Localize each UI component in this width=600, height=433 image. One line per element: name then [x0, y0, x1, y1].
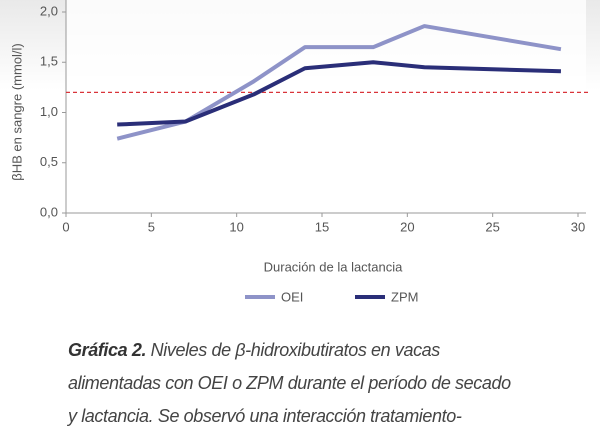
- series-line: [117, 60, 561, 127]
- y-tick-label: 1,5: [40, 54, 58, 69]
- caption-line: y lactancia. Se observó una interacción …: [68, 406, 462, 426]
- x-tick-label: 0: [62, 219, 69, 234]
- y-tick-label: 1,0: [40, 104, 58, 119]
- y-tick-label: 0,5: [40, 154, 58, 169]
- caption-label: Gráfica 2.: [68, 340, 147, 360]
- legend-label: ZPM: [391, 289, 418, 304]
- caption: Gráfica 2. Niveles de β-hidroxibutiratos…: [68, 334, 598, 433]
- y-tick-label: 2,0: [40, 3, 58, 18]
- x-tick-label: 15: [315, 219, 329, 234]
- caption-line: alimentadas con OEI o ZPM durante el per…: [68, 373, 511, 393]
- x-tick-label: 5: [148, 219, 155, 234]
- plot-area: [66, 0, 586, 213]
- chart: βHB en sangre (mmol/l) Duración de la la…: [0, 0, 600, 304]
- legend-label: OEI: [281, 289, 303, 304]
- x-tick-label: 30: [571, 219, 585, 234]
- x-axis-label: Duración de la lactancia: [264, 259, 404, 274]
- y-axis-label: βHB en sangre (mmol/l): [9, 43, 24, 181]
- caption-line: Niveles de β-hidroxibutiratos en vacas: [150, 340, 441, 360]
- x-tick-label: 25: [485, 219, 499, 234]
- x-tick-label: 20: [400, 219, 414, 234]
- y-tick-label: 0,0: [40, 204, 58, 219]
- x-tick-label: 10: [229, 219, 243, 234]
